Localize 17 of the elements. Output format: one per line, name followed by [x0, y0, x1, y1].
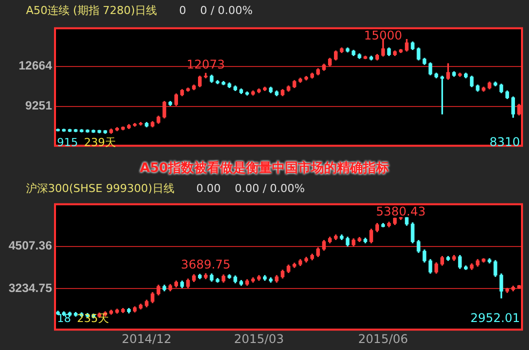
chart-title: 沪深300(SHSE 999300)日线	[26, 182, 174, 195]
annotation: 2952.01	[470, 311, 520, 325]
annotation: 3689.75	[180, 258, 231, 272]
chart-subtitle: 0 0 / 0.00%	[179, 4, 253, 17]
text: A50指数被看做是衡量中国市场的精确指标	[138, 160, 390, 177]
x-tick-label: 2015/03	[234, 332, 284, 346]
y-tick-label: 9251	[25, 98, 52, 113]
x-tick-label: 2014/12	[122, 332, 172, 346]
y-tick-label: 12664	[18, 58, 52, 73]
annotation: 15000	[364, 28, 402, 42]
chart-title: A50连续 (期指 7280)日线	[26, 4, 158, 17]
x-tick-label: 2015/06	[358, 332, 408, 346]
annotation: 235天	[77, 312, 109, 325]
y-tick-label: 4507.36	[8, 238, 52, 253]
y-tick-label: 3234.75	[8, 280, 52, 295]
chart-subtitle: 0.00 0.00 / 0.00%	[196, 182, 305, 195]
annotation: 5380.43	[376, 204, 426, 218]
